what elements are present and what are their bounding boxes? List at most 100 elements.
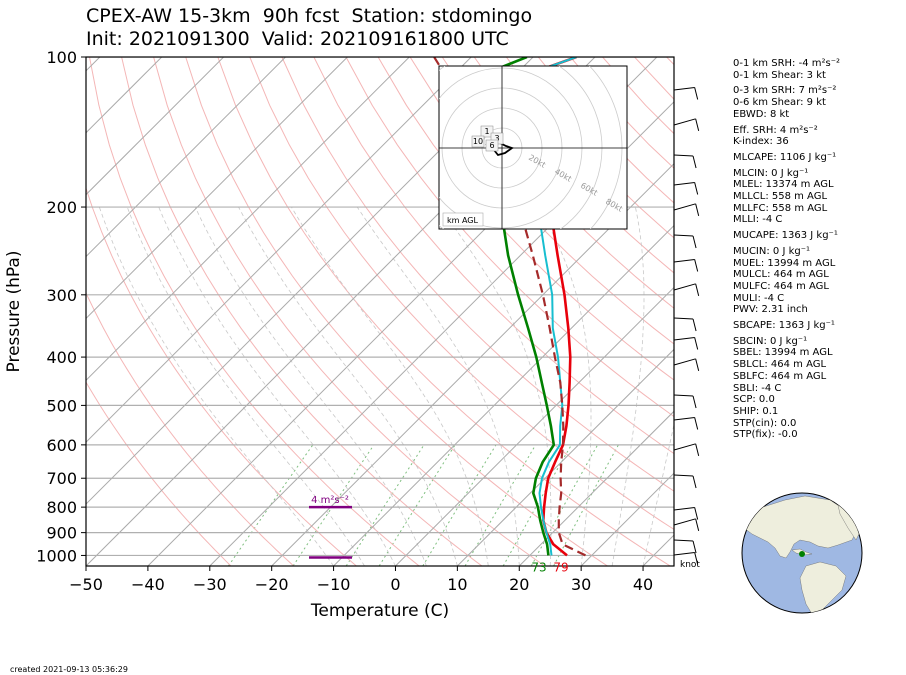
- mixing-ratio-line: [464, 444, 537, 566]
- stat-line: MLLI: -4 C: [733, 214, 783, 226]
- wind-barb: [673, 394, 694, 397]
- x-tick-label: −30: [193, 575, 227, 594]
- x-tick-label: −40: [131, 575, 165, 594]
- stat-line: MULCL: 464 m AGL: [733, 269, 829, 281]
- wind-barb-flag: [695, 443, 700, 456]
- wind-barb-flag: [695, 203, 700, 216]
- x-tick-label: 10: [447, 575, 467, 594]
- isotherm: [86, 57, 163, 134]
- stat-line: MUCIN: 0 J kg⁻¹: [733, 245, 811, 257]
- chart-title-line1: CPEX-AW 15-3km 90h fcst Station: stdomin…: [86, 5, 533, 27]
- wind-barb-flag: [694, 259, 699, 272]
- dry-adiabat: [86, 186, 357, 566]
- wind-barb-flag: [694, 552, 699, 565]
- stat-line: 0-1 km Shear: 3 kt: [733, 69, 826, 81]
- hodograph-legend-box: [442, 212, 484, 227]
- dry-adiabat: [86, 291, 295, 566]
- y-tick-label: 200: [46, 198, 77, 217]
- surface-dewpoint-label: 73: [531, 560, 546, 574]
- x-tick-label: 40: [633, 575, 653, 594]
- stat-line: MLCAPE: 1106 J kg⁻¹: [733, 151, 837, 163]
- station-marker: [799, 551, 805, 557]
- moist-adiabat: [611, 206, 645, 566]
- moist-adiabat: [98, 206, 334, 566]
- plot-frame: [85, 56, 675, 567]
- dry-adiabat: [409, 57, 674, 345]
- stat-line: EBWD: 8 kt: [733, 108, 790, 120]
- wind-barb-flag: [692, 395, 697, 409]
- stat-line: SBLFC: 464 m AGL: [733, 370, 827, 382]
- hodograph-height-label: 10: [473, 137, 483, 146]
- stat-line: Eff. SRH: 4 m²s⁻²: [733, 124, 818, 136]
- wind-barb: [673, 182, 695, 186]
- wind-barb: [673, 474, 694, 477]
- wind-barb-flag: [694, 507, 699, 520]
- y-tick-label: 300: [46, 286, 77, 305]
- created-timestamp: created 2021-09-13 05:36:29: [10, 665, 128, 674]
- wind-barb-flag: [692, 235, 697, 249]
- wind-barb: [673, 518, 696, 526]
- y-tick-label: 100: [46, 48, 77, 67]
- hodograph-height-label: 3: [494, 134, 499, 143]
- wind-barb-flag: [692, 155, 697, 169]
- axes: −50 −40 −30 −20 −10 0 10 20 30 40 100 200 300 400 500 6…: [4, 48, 653, 621]
- stat-line: MLCIN: 0 J kg⁻¹: [733, 167, 809, 179]
- stat-line: SBCIN: 0 J kg⁻¹: [733, 335, 808, 347]
- dry-adiabat: [89, 57, 420, 566]
- isotherm: [86, 57, 348, 320]
- wind-barb-flag: [694, 182, 699, 195]
- stat-line: 0-6 km Shear: 9 kt: [733, 97, 826, 109]
- mixing-ratio-line: [553, 444, 619, 566]
- moist-adiabat: [158, 206, 396, 566]
- dry-adiabat: [121, 57, 483, 566]
- stats-panel: 0-1 km SRH: -4 m²s⁻² 0-1 km Shear: 3 kt 0-…: [733, 58, 840, 441]
- dry-adiabat: [153, 57, 545, 566]
- hodograph-frame: [438, 65, 628, 230]
- isotherm: [86, 57, 410, 382]
- x-tick-label: −20: [255, 575, 289, 594]
- hodograph-legend: km AGL: [447, 216, 479, 225]
- parcel-line: [433, 57, 586, 557]
- stat-line: MULI: -4 C: [733, 292, 785, 304]
- stat-line: SBCAPE: 1363 J kg⁻¹: [733, 320, 835, 332]
- wind-barb: [673, 283, 696, 291]
- isotherm: [395, 286, 674, 566]
- stat-line: MLEL: 13374 m AGL: [733, 179, 834, 191]
- x-tick-label: 0: [390, 575, 400, 594]
- hodograph-height-label: 6: [489, 141, 494, 150]
- hodograph-height-box: [480, 125, 494, 138]
- wind-barb-flag: [695, 518, 700, 531]
- y-tick-label: 500: [46, 396, 77, 415]
- wind-barb-flag: [695, 118, 700, 131]
- y-tick-label: 800: [46, 498, 77, 517]
- north-america-landmass: [742, 495, 859, 559]
- stat-line: MUEL: 13994 m AGL: [733, 257, 836, 269]
- stat-line: 0-1 km SRH: -4 m²s⁻²: [733, 58, 840, 69]
- dry-adiabat: [345, 57, 674, 418]
- x-tick-label: 20: [509, 575, 529, 594]
- moist-adiabat: [291, 206, 489, 566]
- dry-adiabat: [249, 57, 674, 530]
- wind-barb: [673, 203, 696, 211]
- moist-adiabat: [194, 206, 427, 566]
- moist-adiabat: [238, 206, 458, 566]
- y-axis-label: Pressure (hPa): [4, 251, 24, 373]
- stat-line: SHIP: 0.1: [733, 405, 779, 417]
- isotherm: [580, 472, 674, 566]
- wind-barb-flag: [692, 540, 697, 554]
- mixing-ratio-line: [345, 444, 425, 566]
- stat-line: STP(cin): 0.0: [733, 417, 797, 429]
- x-tick-label: 30: [571, 575, 591, 594]
- knot-label: knot: [680, 560, 700, 570]
- stat-line: SBLI: -4 C: [733, 382, 782, 394]
- wind-barb: [673, 507, 695, 511]
- wind-barb: [673, 552, 695, 556]
- wind-barb-flag: [695, 283, 700, 296]
- moist-adiabat: [538, 206, 592, 566]
- mixing-ratio-line: [378, 444, 456, 566]
- y-tick-label: 1000: [36, 546, 77, 565]
- hodograph-height-box: [471, 135, 485, 148]
- isotherm: [86, 57, 472, 443]
- wind-barb-flag: [692, 318, 697, 332]
